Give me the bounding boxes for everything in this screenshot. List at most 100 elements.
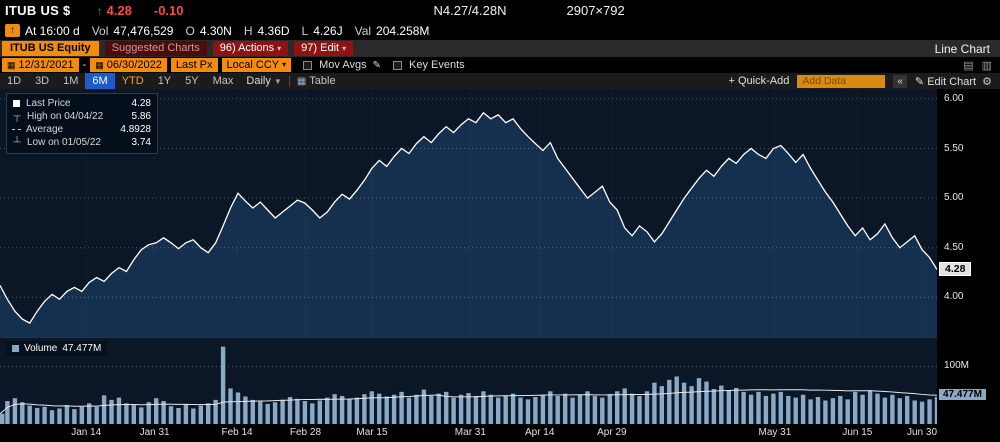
period-tabs: 1D 3D 1M 6M YTD 1Y 5Y Max [0,73,240,89]
time-axis-label: Jan 31 [139,427,170,438]
legend-label: High on 04/04/22 [27,111,104,122]
table-button[interactable]: ▦ Table [296,75,336,87]
calendar-icon: ▦ [95,60,104,70]
as-of-time: At 16:00 d [25,23,80,38]
volume-bars [0,346,937,424]
period-tab-1m[interactable]: 1M [63,75,79,87]
time-axis-label: Mar 31 [454,427,486,438]
layout-tool-icon[interactable]: ▥ [981,59,992,72]
last-price-swatch-icon [13,100,20,107]
quick-add-button[interactable]: + Quick-Add [728,75,790,87]
volume-panel[interactable]: Volume 47.477M [0,337,937,424]
time-axis-label: Jun 15 [842,427,873,438]
price-axis-label: 5.00 [944,192,964,204]
time-axis-label: Jun 30 [906,427,938,438]
last-volume-axis-badge: 47.477M [939,389,986,401]
currency-select[interactable]: Local CCY ▾ [221,58,292,72]
frequency-select[interactable]: Daily ▼ [246,75,282,87]
volume-axis-label: 100M [944,360,970,371]
high-label: H [243,23,253,38]
val-label: Val [354,23,372,38]
edit-chart-button[interactable]: ✎ Edit Chart [914,75,977,88]
volume-chart-svg[interactable] [0,338,937,424]
caret-down-icon: ▼ [273,77,282,86]
mov-avgs-checkbox[interactable] [303,60,313,70]
security-field[interactable]: ITUB US Equity [2,41,99,56]
price-axis: 6.00 5.50 5.00 4.50 4.00 4.28 [937,89,1000,337]
period-tab-bar: 1D 3D 1M 6M YTD 1Y 5Y Max Daily ▼ ▦ Table + Quic… [0,73,1000,89]
ticker-symbol: ITUB US $ [5,3,71,18]
panel-tool-icon[interactable]: ▤ [963,59,974,72]
last-price-axis-badge: 4.28 [939,261,972,276]
time-axis-label: May 31 [758,427,792,438]
date-from-field[interactable]: ▦ 12/31/2021 [2,58,79,72]
period-tab-6m[interactable]: 6M [85,73,115,89]
volume-legend[interactable]: Volume 47.477M [6,341,108,356]
time-axis-label: Apr 14 [524,427,555,438]
ohlc-line: ↑ At 16:00 d Vol 47,476,529 O 4.30N H 4.… [0,21,1000,40]
legend-label: Average [26,124,64,135]
key-events-checkbox[interactable] [393,60,402,70]
time-axis-label: Apr 29 [597,427,627,438]
chart-settings-row: ▦ 12/31/2021 - ▦ 06/30/2022 Last Px Local … [0,57,1000,73]
chevron-down-icon: ▾ [277,44,282,53]
legend-item-high-on-04-04-22[interactable]: ┬ High on 04/04/22 5.86 [12,110,151,123]
table-icon: ▦ [296,76,307,87]
val-value: 204.258M [376,23,430,38]
chevron-down-icon: ▾ [282,60,287,69]
tick-up-icon: ↑ [96,3,103,18]
toolbar-extra-icons: ▤ ▥ [963,59,992,72]
legend-item-last-price[interactable]: Last Price 4.28 [12,97,151,110]
high-marker-icon: ┬ [13,111,21,122]
legend-label: Low on 01/05/22 [27,137,101,148]
gear-icon[interactable]: ⚙ [982,75,992,88]
price-source-icon: ↑ [5,24,20,37]
time-axis-label: Feb 28 [289,427,322,438]
bid-ask: N4.27/4.28N [433,3,507,18]
axis-corner [937,424,1000,442]
price-field-select[interactable]: Last Px [170,58,218,72]
period-tab-3d[interactable]: 3D [35,75,50,87]
time-axis-label: Jan 14 [71,427,102,438]
actions-button[interactable]: 96) Actions ▾ [212,41,289,56]
price-axis-label: 5.50 [944,142,964,154]
legend-value: 4.8928 [120,124,151,135]
price-axis-label: 6.00 [944,92,964,104]
price-axis-label: 4.50 [944,241,964,253]
volume-axis: 100M 47.477M [937,337,1000,424]
period-tab-1d[interactable]: 1D [7,75,22,87]
legend-item-average[interactable]: Average 4.8928 [12,123,151,136]
time-axis: Jan 14 Jan 31 Feb 14 Feb 28 Mar 15 Mar 31 Apr … [0,424,937,442]
date-to-field[interactable]: ▦ 06/30/2022 [90,58,167,72]
volume-legend-label: Volume [24,343,58,354]
pencil-icon[interactable]: ✎ [372,59,381,71]
period-tab-1y[interactable]: 1Y [157,75,172,87]
time-axis-label: Mar 15 [356,427,388,438]
period-tab-5y[interactable]: 5Y [185,75,199,87]
suggested-charts-button[interactable]: Suggested Charts [104,41,207,56]
add-data-input[interactable]: Add Data [797,74,886,88]
last-price: 4.28 [106,3,132,18]
date-range-separator: - [82,59,87,71]
low-marker-icon: ┴ [13,137,21,148]
time-axis-label: Feb 14 [221,427,253,438]
price-axis-label: 4.00 [944,291,964,303]
pencil-icon: ✎ [914,75,925,88]
edit-button[interactable]: 97) Edit ▾ [294,41,354,56]
volume-legend-value: 47.477M [62,343,102,354]
calendar-icon: ▦ [7,60,16,70]
legend-item-low-on-01-05-22[interactable]: ┴ Low on 01/05/22 3.74 [12,136,151,149]
key-events-label: Key Events [409,59,465,71]
period-tab-ytd[interactable]: YTD [121,75,144,87]
chevron-down-icon: ▾ [342,44,347,53]
collapse-button[interactable]: « [893,74,907,88]
price-chart-panel[interactable]: Last Price 4.28 ┬ High on 04/04/22 5.86 Avera… [0,89,937,337]
legend-value: 5.86 [131,111,151,122]
average-line-icon [12,129,21,130]
legend-label: Last Price [26,98,71,109]
legend-value: 3.74 [131,137,151,148]
price-legend: Last Price 4.28 ┬ High on 04/04/22 5.86 Avera… [6,93,158,154]
period-tab-max[interactable]: Max [212,75,234,87]
function-toolbar: ITUB US Equity Suggested Charts 96) Acti… [0,40,1000,57]
